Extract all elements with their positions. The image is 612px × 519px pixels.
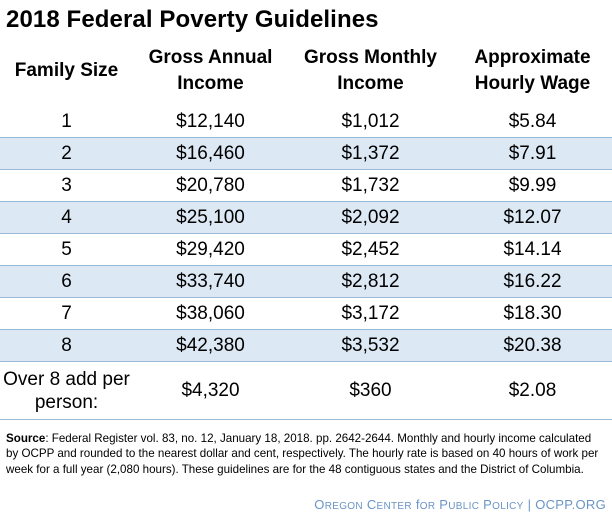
table-row: 4 $25,100 $2,092 $12.07 [0,201,612,234]
cell-family-size: 4 [0,201,133,234]
cell-annual-income: $4,320 [133,361,288,420]
table-header-row: Family Size Gross Annual Income Gross Mo… [0,42,612,106]
cell-hourly-wage: $5.84 [508,110,557,132]
cell-hourly-wage: $14.14 [453,233,612,266]
cell-family-size: 2 [0,137,133,170]
cell-hourly-wage: $7.91 [453,137,612,170]
table-row: 2 $16,460 $1,372 $7.91 [0,137,612,170]
cell-monthly-income: $2,452 [288,233,453,266]
footer-text: Oregon Center for Public Policy | OCPP.O… [314,497,606,512]
header-approximate-hourly-wage: Approximate Hourly Wage [474,47,591,94]
cell-annual-income: $42,380 [133,329,288,362]
poverty-guidelines-table: Family Size Gross Annual Income Gross Mo… [0,42,612,420]
cell-hourly-wage: $9.99 [453,169,612,202]
cell-hourly-wage: $12.07 [453,201,612,234]
cell-annual-income: $20,780 [133,169,288,202]
cell-monthly-income: $2,092 [288,201,453,234]
table-row-over-8: Over 8 add per person: $4,320 $360 $2.08 [0,361,612,420]
header-gross-annual-income: Gross Annual Income [148,47,273,94]
cell-hourly-wage: $20.38 [453,329,612,362]
cell-annual-income: $38,060 [133,297,288,330]
cell-annual-income: $33,740 [133,265,288,298]
cell-annual-income: $29,420 [133,233,288,266]
cell-annual-income: $25,100 [133,201,288,234]
cell-family-size: 6 [0,265,133,298]
cell-family-size: 7 [0,297,133,330]
table-row: 6 $33,740 $2,812 $16.22 [0,265,612,298]
source-text: : Federal Register vol. 83, no. 12, Janu… [6,432,599,476]
cell-hourly-wage: $16.22 [453,265,612,298]
cell-monthly-income: $1,732 [288,169,453,202]
cell-monthly-income: $1,012 [341,110,400,132]
cell-monthly-income: $3,172 [288,297,453,330]
cell-family-size: 8 [0,329,133,362]
footer-credit: Oregon Center for Public Policy | OCPP.O… [314,497,606,512]
cell-hourly-wage: $2.08 [453,361,612,420]
cell-monthly-income: $360 [288,361,453,420]
table-row: 3 $20,780 $1,732 $9.99 [0,169,612,202]
cell-family-size: 5 [0,233,133,266]
cell-monthly-income: $3,532 [288,329,453,362]
header-family-size: Family Size [14,60,119,81]
table-row: 1 $12,140 $1,012 $5.84 [0,106,612,138]
table-row: 8 $42,380 $3,532 $20.38 [0,329,612,362]
page-title: 2018 Federal Poverty Guidelines [6,6,379,33]
cell-monthly-income: $1,372 [288,137,453,170]
cell-family-size: 3 [0,169,133,202]
cell-hourly-wage: $18.30 [453,297,612,330]
table-row: 7 $38,060 $3,172 $18.30 [0,297,612,330]
cell-family-size: 1 [61,110,72,132]
cell-over-8-label: Over 8 add per person: [0,361,133,420]
source-label: Source [6,432,46,445]
cell-annual-income: $16,460 [133,137,288,170]
cell-monthly-income: $2,812 [288,265,453,298]
table-row: 5 $29,420 $2,452 $14.14 [0,233,612,266]
source-note: Source: Federal Register vol. 83, no. 12… [6,431,606,477]
header-gross-monthly-income: Gross Monthly Income [303,47,437,94]
cell-annual-income: $12,140 [176,110,245,132]
